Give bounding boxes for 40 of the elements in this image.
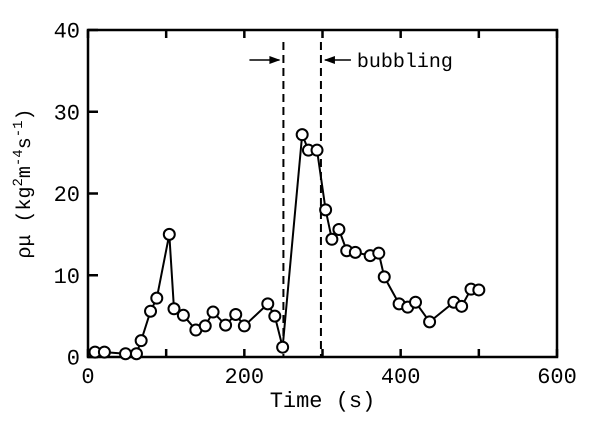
point	[238, 319, 251, 332]
point	[319, 203, 332, 216]
point	[276, 340, 290, 354]
point	[455, 300, 468, 313]
point	[261, 297, 274, 310]
y-tick-label: 30	[54, 101, 80, 126]
y-tick-label: 40	[54, 20, 80, 45]
x-axis-title: Time (s)	[270, 389, 376, 414]
x-tick-label: 400	[380, 365, 420, 390]
point	[98, 346, 111, 359]
point	[268, 310, 282, 323]
point	[206, 306, 220, 319]
point	[332, 222, 346, 236]
point	[378, 270, 391, 284]
ref-line-label: bubbling	[356, 51, 453, 74]
point	[198, 319, 212, 332]
point	[150, 292, 164, 305]
point	[310, 144, 324, 157]
point	[176, 308, 190, 322]
y-tick-label: 0	[66, 346, 80, 372]
point	[130, 347, 143, 360]
y-tick-label: 10	[54, 264, 80, 290]
point	[189, 324, 202, 337]
point	[144, 304, 158, 318]
point	[325, 232, 338, 246]
point	[162, 228, 176, 241]
point	[134, 334, 148, 348]
point	[167, 302, 180, 316]
point	[372, 246, 386, 260]
y-tick-label: 20	[54, 183, 80, 208]
point	[229, 308, 242, 321]
x-tick-label: 200	[224, 365, 264, 390]
point	[348, 246, 362, 259]
point	[409, 296, 422, 309]
point	[472, 283, 486, 296]
point	[423, 315, 436, 328]
point	[296, 128, 309, 142]
point	[119, 347, 132, 360]
x-tick-label: 600	[537, 365, 577, 390]
point	[219, 318, 232, 332]
